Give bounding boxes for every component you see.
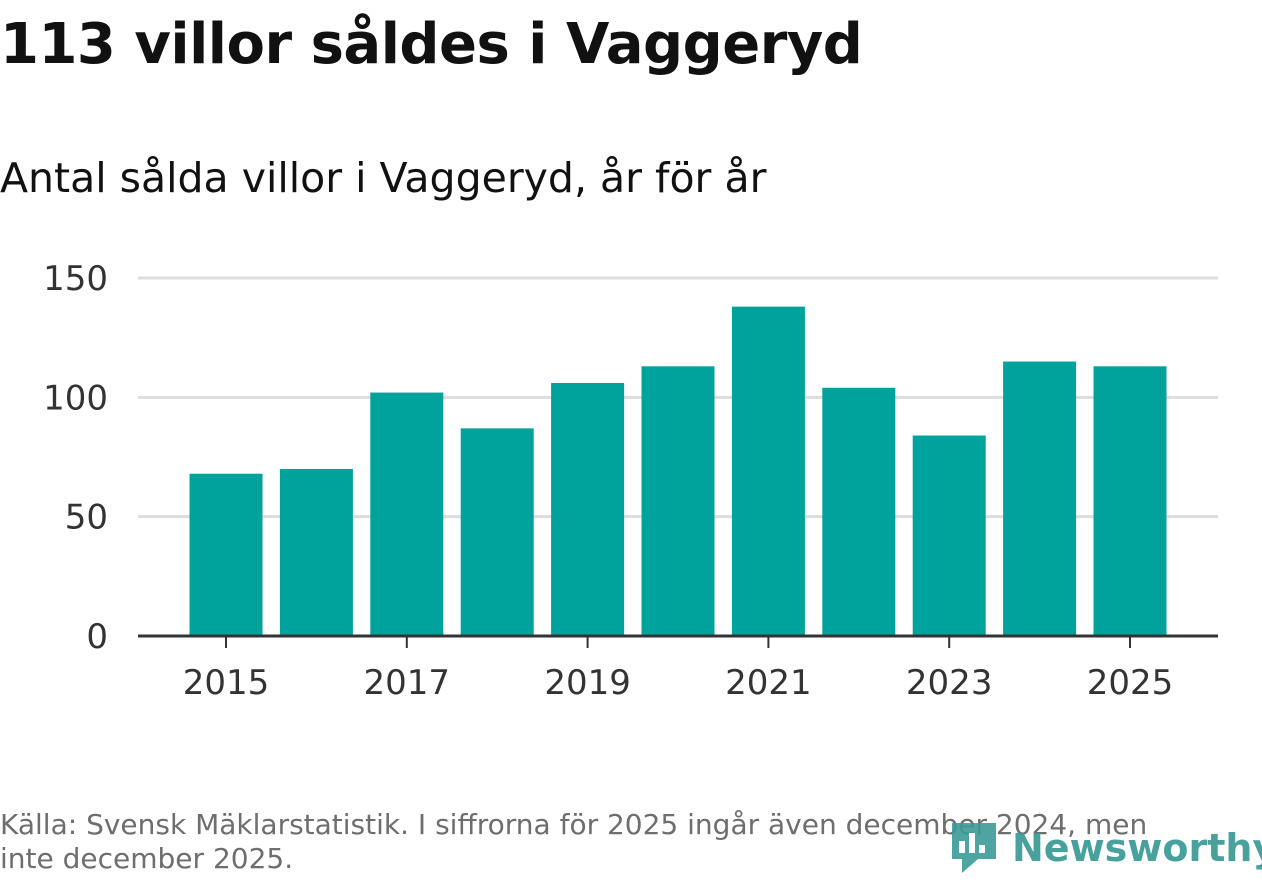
chart-subtitle: Antal sålda villor i Vaggeryd, år för år xyxy=(0,154,767,202)
newsworthy-logo-text: Newsworthy xyxy=(1012,826,1262,870)
bar-2018 xyxy=(460,428,534,636)
bar-2022 xyxy=(822,387,896,636)
bar-2025 xyxy=(1093,366,1167,636)
newsworthy-logo: Newsworthy xyxy=(948,816,1262,880)
bar-chart: 0 50 100 150 2015 2017 2019 2021 2023 2025 xyxy=(43,259,1218,703)
y-tick-label: 150 xyxy=(43,259,108,299)
bar-2015 xyxy=(189,473,263,636)
y-tick-label: 50 xyxy=(65,498,108,538)
bar-2019 xyxy=(551,383,625,636)
x-tick-label: 2021 xyxy=(725,663,812,703)
bar-2020 xyxy=(641,366,715,636)
bar-2021 xyxy=(731,306,805,636)
x-axis-ticks: 2015 2017 2019 2021 2023 2025 xyxy=(183,636,1174,703)
x-tick-label: 2023 xyxy=(906,663,993,703)
bar-2017 xyxy=(370,392,444,636)
bar-2024 xyxy=(1003,361,1077,636)
y-tick-label: 0 xyxy=(86,617,108,657)
bar-2023 xyxy=(912,435,986,636)
bars xyxy=(189,306,1167,636)
bar-2016 xyxy=(279,468,353,636)
x-tick-label: 2017 xyxy=(364,663,451,703)
x-tick-label: 2019 xyxy=(544,663,631,703)
x-tick-label: 2025 xyxy=(1087,663,1174,703)
chart-title: 113 villor såldes i Vaggeryd xyxy=(0,12,863,77)
x-tick-label: 2015 xyxy=(183,663,270,703)
newsworthy-logo-icon xyxy=(952,823,996,873)
y-axis-ticks: 0 50 100 150 xyxy=(43,259,108,657)
y-tick-label: 100 xyxy=(43,378,108,418)
